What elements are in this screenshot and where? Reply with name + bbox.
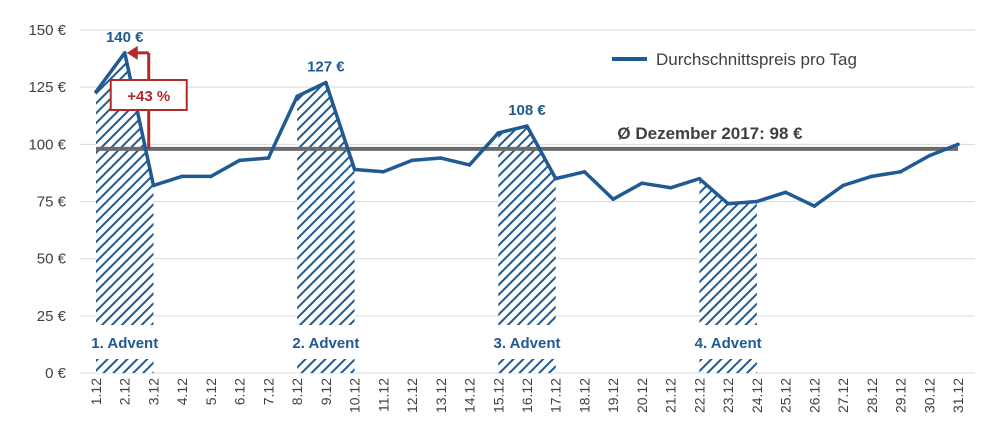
data-point bbox=[870, 174, 874, 179]
peak-value-label: 127 € bbox=[307, 59, 345, 76]
data-point bbox=[783, 190, 788, 195]
x-tick-label: 18.12 bbox=[576, 378, 592, 413]
legend: Durchschnittspreis pro Tag bbox=[612, 50, 857, 69]
x-tick-label: 2.12 bbox=[117, 378, 133, 405]
x-axis-ticks: 1.12 2.12 3.12 4.12 5.12 6.12 7.12 8.12 9.12 10.1… bbox=[88, 378, 966, 413]
annotation-arrowhead bbox=[126, 45, 138, 60]
chart-labels: 1. Advent 2. Advent 3. Advent 4. Advent Ø De… bbox=[91, 29, 803, 352]
x-tick-label: 14.12 bbox=[462, 378, 478, 413]
y-tick-label: 50 € bbox=[37, 251, 67, 268]
x-tick-label: 9.12 bbox=[318, 378, 334, 405]
y-tick-label: 125 € bbox=[28, 79, 66, 96]
annotation-box bbox=[109, 79, 188, 111]
y-tick-label: 0 € bbox=[45, 365, 67, 382]
data-point bbox=[266, 156, 271, 160]
advent-label-bg bbox=[482, 325, 572, 359]
x-tick-label: 31.12 bbox=[950, 378, 966, 413]
annotation-label: +43 % bbox=[127, 88, 170, 105]
advent-label-bg bbox=[79, 325, 170, 359]
x-tick-label: 25.12 bbox=[778, 378, 794, 413]
data-point bbox=[668, 185, 673, 190]
growth-annotation: +43 % bbox=[109, 45, 188, 149]
average-label: Ø Dezember 2017: 98 € bbox=[617, 124, 803, 143]
data-point bbox=[525, 124, 529, 128]
x-tick-label: 21.12 bbox=[663, 378, 679, 413]
y-tick-label: 75 € bbox=[37, 194, 67, 211]
x-tick-label: 16.12 bbox=[519, 378, 535, 413]
x-tick-label: 13.12 bbox=[433, 378, 449, 413]
y-axis-ticks: 0 € 25 € 50 € 75 € 100 € 125 € 150 € bbox=[28, 22, 66, 382]
data-point bbox=[467, 163, 472, 167]
data-point bbox=[237, 158, 242, 163]
x-tick-label: 5.12 bbox=[203, 378, 219, 405]
x-tick-label: 4.12 bbox=[174, 378, 190, 405]
peak-value-label: 108 € bbox=[508, 102, 546, 119]
data-point bbox=[352, 167, 357, 172]
data-point bbox=[439, 156, 443, 160]
data-point bbox=[611, 197, 615, 202]
advent-label-bg bbox=[280, 325, 371, 359]
y-tick-label: 25 € bbox=[37, 308, 67, 325]
advent-hatch-area bbox=[297, 82, 355, 374]
y-tick-label: 100 € bbox=[28, 136, 66, 153]
x-tick-label: 22.12 bbox=[691, 378, 707, 413]
series-group bbox=[94, 51, 960, 208]
x-tick-label: 8.12 bbox=[289, 378, 305, 405]
data-point bbox=[553, 176, 558, 181]
data-point bbox=[496, 131, 501, 135]
data-point bbox=[927, 153, 932, 158]
legend-label: Durchschnittspreis pro Tag bbox=[656, 50, 857, 69]
x-tick-label: 20.12 bbox=[634, 378, 650, 413]
data-point bbox=[582, 169, 587, 174]
x-tick-label: 23.12 bbox=[720, 378, 736, 413]
x-tick-label: 7.12 bbox=[260, 378, 276, 405]
data-point bbox=[640, 181, 644, 186]
data-point bbox=[812, 204, 817, 208]
advent-label: 4. Advent bbox=[695, 335, 762, 352]
advent-label: 1. Advent bbox=[91, 335, 158, 352]
advent-label: 2. Advent bbox=[292, 335, 359, 352]
x-tick-label: 28.12 bbox=[864, 378, 880, 413]
data-point bbox=[324, 80, 328, 85]
peak-value-label: 140 € bbox=[106, 29, 144, 46]
data-point bbox=[410, 158, 414, 163]
advent-label-bg bbox=[683, 325, 774, 359]
x-tick-label: 12.12 bbox=[404, 378, 420, 413]
x-tick-label: 10.12 bbox=[347, 378, 363, 413]
data-point bbox=[295, 94, 299, 99]
x-tick-label: 3.12 bbox=[145, 378, 161, 405]
data-point bbox=[122, 51, 127, 55]
data-point bbox=[151, 183, 156, 188]
advent-hatches bbox=[79, 52, 774, 374]
data-point bbox=[209, 174, 213, 179]
data-point bbox=[94, 89, 98, 94]
x-tick-label: 19.12 bbox=[605, 378, 621, 413]
x-tick-label: 26.12 bbox=[806, 378, 822, 413]
data-point bbox=[726, 201, 730, 206]
data-point bbox=[697, 176, 702, 181]
x-tick-label: 6.12 bbox=[232, 378, 248, 405]
y-tick-label: 150 € bbox=[28, 22, 66, 39]
data-point bbox=[956, 142, 960, 147]
data-point bbox=[898, 169, 903, 174]
advent-hatch-area bbox=[498, 126, 556, 373]
x-tick-label: 17.12 bbox=[548, 378, 564, 413]
data-point bbox=[841, 183, 845, 188]
x-tick-label: 30.12 bbox=[921, 378, 937, 413]
x-tick-label: 11.12 bbox=[375, 378, 391, 412]
x-tick-label: 15.12 bbox=[490, 378, 506, 413]
advent-hatch-area bbox=[96, 52, 154, 373]
x-tick-label: 24.12 bbox=[749, 378, 765, 413]
data-point bbox=[180, 174, 184, 179]
x-tick-label: 27.12 bbox=[835, 378, 851, 413]
data-point bbox=[755, 199, 759, 204]
advent-label: 3. Advent bbox=[494, 335, 561, 352]
x-tick-label: 29.12 bbox=[893, 378, 909, 413]
data-point bbox=[381, 169, 386, 174]
x-tick-label: 1.12 bbox=[88, 378, 104, 405]
advent-hatch-area bbox=[699, 178, 757, 373]
